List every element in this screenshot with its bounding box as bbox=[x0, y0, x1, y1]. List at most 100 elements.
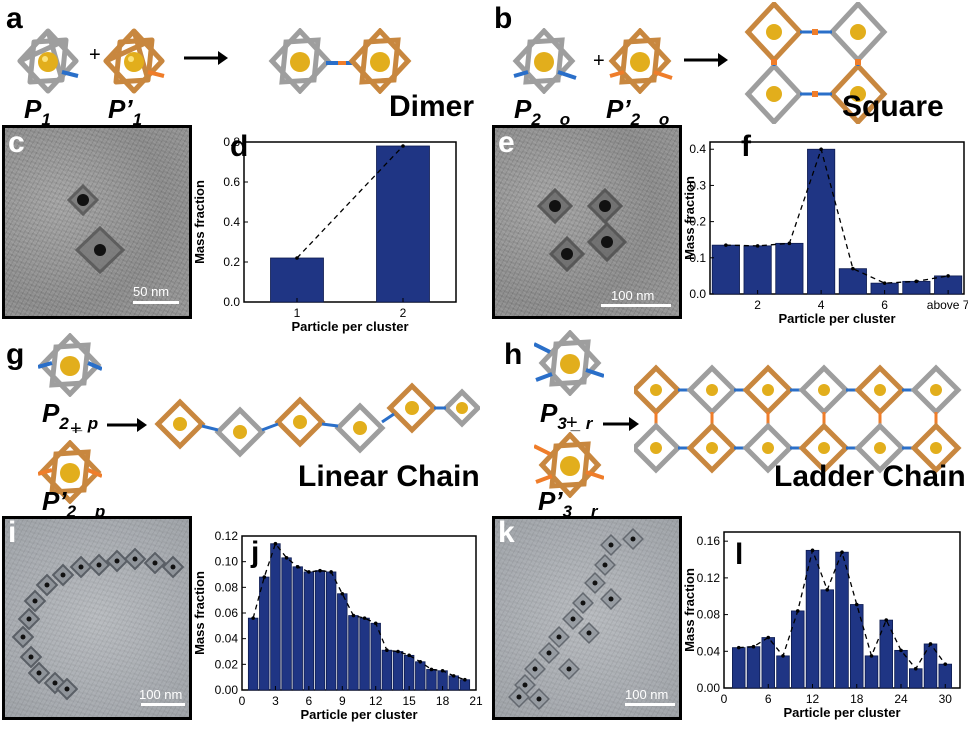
cage-unit bbox=[798, 422, 850, 474]
y-tick-label: 0.08 bbox=[215, 580, 239, 594]
data-point bbox=[913, 666, 918, 671]
data-point bbox=[840, 550, 844, 554]
gold-core bbox=[566, 666, 572, 672]
data-point bbox=[869, 654, 874, 658]
y-tick-label: 0.00 bbox=[697, 681, 721, 695]
y-tick-label: 0.8 bbox=[223, 135, 240, 149]
data-point bbox=[825, 588, 830, 592]
reaction-arrow-icon bbox=[603, 417, 639, 431]
x-tick-label: 9 bbox=[339, 694, 346, 708]
gold-core bbox=[516, 694, 522, 700]
bar bbox=[743, 245, 772, 295]
gold-core bbox=[650, 442, 662, 454]
data-point bbox=[251, 616, 255, 620]
panel-label-e: e bbox=[498, 126, 515, 159]
cage-p2o-prime-icon bbox=[608, 28, 673, 94]
x-tick-label: 4 bbox=[818, 298, 825, 312]
y-tick-label: 0.00 bbox=[215, 683, 239, 697]
data-point bbox=[362, 616, 367, 620]
x-tick-label: 3 bbox=[272, 694, 279, 708]
bar bbox=[732, 647, 746, 689]
gold-core bbox=[818, 442, 830, 454]
plus-sign: + bbox=[89, 44, 101, 66]
bar bbox=[775, 242, 804, 295]
bar bbox=[281, 557, 292, 691]
gold-core bbox=[114, 558, 120, 564]
cage-p2p-prime-icon bbox=[38, 440, 102, 504]
dimer-particles bbox=[66, 183, 126, 275]
x-tick-label: 0 bbox=[721, 692, 728, 706]
scale-bar bbox=[601, 304, 671, 307]
x-tick-label: 12 bbox=[369, 694, 383, 708]
panel-label-h: h bbox=[504, 338, 523, 371]
gold-core bbox=[78, 564, 84, 570]
data-point bbox=[262, 575, 267, 579]
linear-chain-particles bbox=[11, 547, 185, 701]
data-point bbox=[928, 642, 933, 646]
x-tick-label: 2 bbox=[400, 306, 407, 320]
bar bbox=[403, 654, 415, 691]
gold-core bbox=[570, 616, 576, 622]
gold-core bbox=[602, 562, 608, 568]
component-p2o: P2 _ o bbox=[514, 94, 570, 129]
x-tick-label: 21 bbox=[469, 694, 483, 708]
y-tick-label: 0.12 bbox=[697, 571, 721, 585]
y-tick-label: 0.4 bbox=[689, 142, 706, 156]
bar bbox=[850, 604, 864, 689]
component-p2p: P2 _ p bbox=[42, 398, 98, 433]
gold-core bbox=[930, 442, 942, 454]
tem-image-dimer: 50 nm bbox=[2, 125, 192, 319]
gold-core bbox=[44, 582, 50, 588]
gold-core bbox=[556, 634, 562, 640]
bar bbox=[270, 257, 324, 303]
bar bbox=[807, 148, 836, 295]
data-point bbox=[373, 621, 378, 626]
data-point bbox=[273, 541, 278, 546]
x-tick-label: above 7 bbox=[927, 298, 968, 312]
bar bbox=[820, 589, 834, 689]
bar bbox=[247, 617, 259, 691]
panel-label-c: c bbox=[8, 126, 25, 159]
component-p1: P1 bbox=[24, 94, 51, 129]
data-point bbox=[329, 570, 333, 574]
ladder-chain-structure-icon bbox=[634, 364, 962, 474]
gold-core bbox=[20, 634, 26, 640]
component-base: P’ bbox=[42, 486, 67, 516]
gold-core bbox=[930, 384, 942, 396]
x-tick-label: 1 bbox=[294, 306, 301, 320]
gold-core bbox=[536, 696, 542, 702]
data-point bbox=[340, 591, 345, 596]
bar bbox=[348, 615, 359, 691]
data-point bbox=[755, 244, 760, 248]
component-base: P bbox=[42, 398, 60, 428]
component-p3r-prime: P’3 _ r bbox=[538, 486, 598, 521]
bar bbox=[381, 649, 393, 691]
x-axis-label: Particle per cluster bbox=[783, 705, 900, 720]
plot-frame bbox=[709, 141, 965, 295]
data-point bbox=[429, 667, 434, 672]
data-point bbox=[946, 274, 950, 278]
y-tick-label: 0.02 bbox=[215, 657, 239, 671]
bar bbox=[415, 661, 426, 691]
bar bbox=[303, 571, 315, 691]
data-point bbox=[781, 654, 785, 658]
cage-unit bbox=[634, 422, 682, 474]
gold-core bbox=[630, 536, 636, 542]
x-tick-label: 6 bbox=[881, 298, 888, 312]
component-p2p-prime: P’2 _ p bbox=[42, 486, 105, 521]
scale-bar bbox=[133, 301, 179, 304]
y-tick-label: 0.12 bbox=[215, 529, 239, 543]
cage-unit bbox=[854, 422, 906, 474]
bar bbox=[359, 617, 370, 691]
y-tick-label: 0.6 bbox=[223, 175, 240, 189]
gold-core bbox=[532, 666, 538, 672]
panel-label-a: a bbox=[6, 2, 23, 35]
x-tick-label: 6 bbox=[765, 692, 772, 706]
y-tick-label: 0.16 bbox=[697, 534, 721, 548]
panel-label-j: j bbox=[251, 536, 260, 569]
scale-bar-label: 50 nm bbox=[133, 284, 170, 299]
data-point bbox=[385, 648, 389, 653]
gold-core bbox=[32, 598, 38, 604]
y-tick-label: 0.1 bbox=[689, 251, 706, 265]
gold-core bbox=[546, 650, 552, 656]
